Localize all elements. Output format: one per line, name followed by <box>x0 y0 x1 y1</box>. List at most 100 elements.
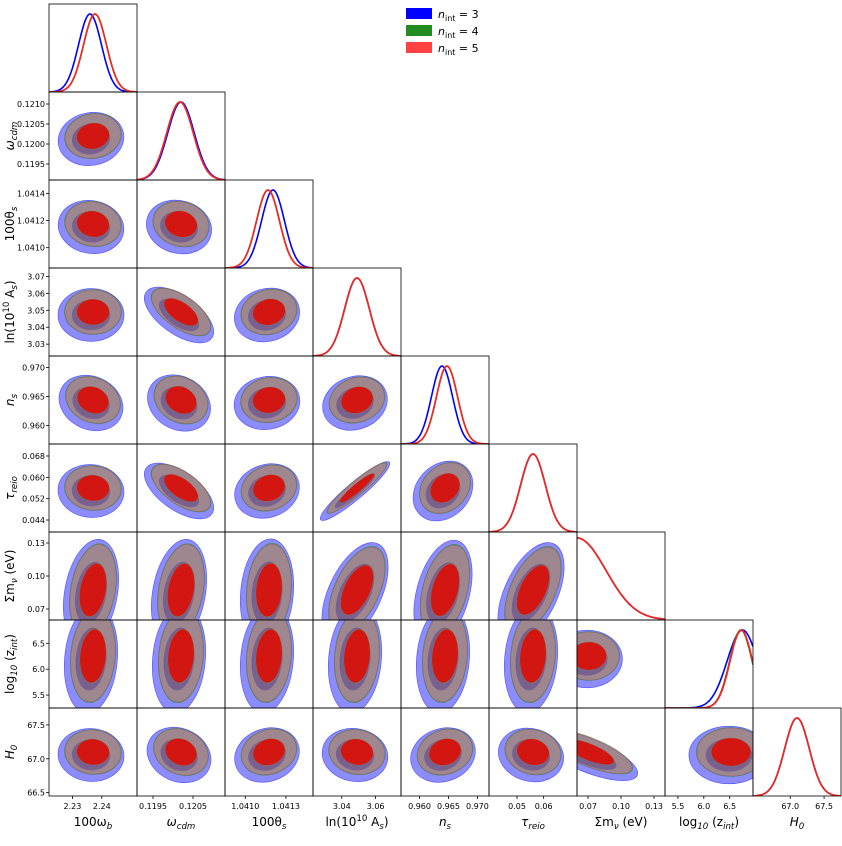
contour-series-5-inner <box>165 738 197 766</box>
marginal-as-series-4 <box>313 277 401 356</box>
contour-series-5-inner <box>253 738 285 766</box>
panel-h0-vs-ns <box>400 707 490 797</box>
x-tick-label: 3.04 <box>333 802 351 811</box>
contour-series-5-inner <box>252 387 286 413</box>
panel-ns-vs-wcdm <box>136 355 226 445</box>
marginal-zint-series-3 <box>665 629 753 708</box>
panel-h0-vs-zint <box>664 707 754 797</box>
panel-as-vs-wcdm <box>136 267 226 357</box>
y-tick-label: 67.5 <box>27 721 45 730</box>
contour-series-5-inner <box>256 629 282 683</box>
marginal-mnu-series-3 <box>577 537 665 620</box>
x-axis-label-h0: H0 <box>790 815 805 832</box>
panel-zint-vs-ns <box>400 619 490 709</box>
y-tick-label: 0.07 <box>27 605 45 614</box>
x-tick-label: 0.13 <box>645 802 663 811</box>
panel-frame <box>664 619 754 709</box>
x-tick-label: 0.1195 <box>139 802 167 811</box>
y-axis-label-mnu: Σmν (eV) <box>3 550 20 603</box>
panel-wcdm-vs-wcdm <box>136 91 226 181</box>
panel-zint-vs-as <box>312 619 402 709</box>
panel-zint-vs-wb <box>48 619 138 709</box>
contour-series-5-inner <box>340 565 374 615</box>
contour-series-5-inner <box>77 386 109 414</box>
marginal-wcdm-series-3 <box>137 101 225 180</box>
panel-tau-vs-tau <box>488 443 578 533</box>
contour-series-5-inner <box>341 386 373 414</box>
y-tick-label: 67.0 <box>27 755 45 764</box>
panel-theta-vs-theta <box>224 179 314 269</box>
y-tick-label: 0.1200 <box>17 140 45 149</box>
y-tick-label: 0.1205 <box>17 120 45 129</box>
contour-series-5-inner <box>344 629 370 683</box>
contour-series-5-inner <box>76 211 110 237</box>
y-tick-label: 66.5 <box>27 789 45 798</box>
contour-series-5-inner <box>429 738 461 766</box>
legend-swatch-4 <box>406 25 432 36</box>
y-tick-label: 0.970 <box>22 364 45 373</box>
y-tick-label: 0.052 <box>22 495 45 504</box>
contour-series-5-inner <box>430 564 460 616</box>
contour-series-5-inner <box>163 474 199 502</box>
panel-zint-vs-mnu <box>576 619 666 709</box>
panel-zint-vs-zint <box>664 619 754 709</box>
panel-tau-vs-wcdm <box>136 443 226 533</box>
contour-series-5-inner <box>340 739 374 765</box>
x-tick-label: 3.06 <box>367 802 385 811</box>
x-tick-label: 0.970 <box>466 802 489 811</box>
marginal-tau-series-3 <box>489 453 577 532</box>
y-axis-label-wcdm: ωcdm <box>3 122 20 151</box>
x-axis-label-mnu: Σmν (eV) <box>595 815 648 832</box>
y-tick-label: 0.960 <box>22 421 45 430</box>
y-tick-label: 6.0 <box>32 665 45 674</box>
contour-series-5-inner <box>76 739 110 765</box>
panel-h0-vs-mnu <box>576 707 666 797</box>
contour-series-5-inner <box>168 629 194 683</box>
y-axis-label-ns: ns <box>3 393 20 406</box>
panel-wcdm-vs-wb <box>48 91 138 181</box>
y-tick-label: 0.10 <box>27 572 45 581</box>
x-axis-mnu: 0.07 0.10 0.13 Σmν (eV) <box>579 796 663 832</box>
panel-zint-vs-tau <box>488 619 578 709</box>
panel-zint-vs-wcdm <box>136 619 226 709</box>
panel-frame <box>752 707 842 797</box>
x-tick-label: 0.965 <box>437 802 460 811</box>
x-axis-h0: 67.0 67.5 H0 <box>781 796 833 832</box>
x-axis-as: 3.04 3.06 ln(1010 As) <box>325 796 389 832</box>
y-axis-theta: 1.0410 1.0412 1.0414 100θs <box>3 190 49 253</box>
x-tick-label: 0.07 <box>579 802 597 811</box>
panel-h0-vs-h0 <box>752 707 842 797</box>
marginal-as-series-3 <box>313 277 401 356</box>
x-axis-label-as: ln(1010 As) <box>325 814 388 832</box>
x-axis-label-tau: τreio <box>521 815 545 832</box>
y-tick-label: 3.03 <box>27 340 45 349</box>
panel-h0-vs-as <box>312 707 402 797</box>
x-tick-label: 0.05 <box>508 802 526 811</box>
y-tick-label: 1.0410 <box>17 244 45 253</box>
y-axis-label-tau: τreio <box>3 476 20 500</box>
contour-series-5-inner <box>577 642 607 670</box>
y-tick-label: 0.965 <box>22 393 45 402</box>
marginal-theta-series-3 <box>225 189 313 268</box>
marginal-theta-series-4 <box>225 189 313 268</box>
y-tick-label: 1.0414 <box>17 190 45 199</box>
contour-series-5-inner <box>80 629 106 683</box>
panel-ns-vs-wb <box>48 355 138 445</box>
panel-ns-vs-ns <box>400 355 490 445</box>
marginal-wcdm-series-5 <box>137 101 225 180</box>
y-tick-label: 0.1195 <box>17 160 45 169</box>
marginal-zint-series-4 <box>665 629 753 708</box>
marginal-wb-series-5 <box>49 13 137 92</box>
x-tick-label: 6.0 <box>697 802 710 811</box>
marginal-ns-series-5 <box>401 365 489 444</box>
marginal-tau-series-5 <box>489 453 577 532</box>
x-tick-label: 1.0410 <box>231 802 259 811</box>
contour-series-5-inner <box>76 475 110 501</box>
y-axis-label-zint: log10 (zint) <box>3 634 20 694</box>
panel-as-vs-as <box>312 267 402 357</box>
x-tick-label: 2.23 <box>64 802 82 811</box>
y-axis-tau: 0.044 0.052 0.060 0.068 τreio <box>3 452 49 525</box>
contour-series-5-inner <box>432 629 458 683</box>
